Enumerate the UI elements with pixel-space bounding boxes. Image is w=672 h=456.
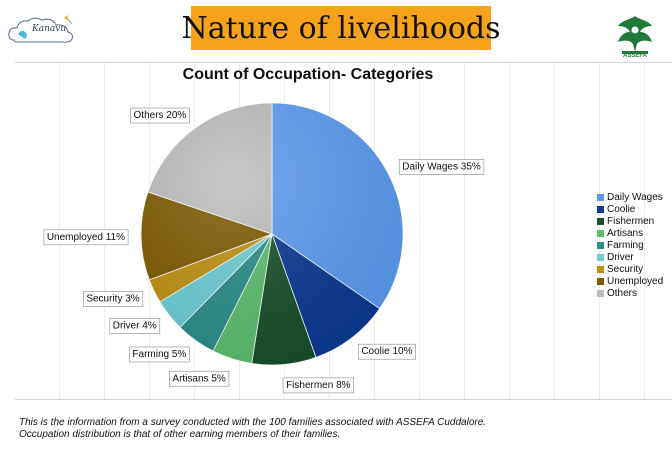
legend-item-farming: Farming (597, 239, 663, 251)
legend-label-farming: Farming (607, 239, 644, 251)
slice-label-text-fishermen: Fishermen 8% (286, 380, 351, 391)
page-title-banner: Nature of livelihoods (182, 6, 501, 50)
page-title: Nature of livelihoods (181, 10, 501, 46)
slice-label-artisans: Artisans 5% (169, 370, 230, 387)
legend-swatch-driver (597, 254, 604, 262)
slice-label-text-daily-wages: Daily Wages 35% (402, 161, 481, 172)
slice-label-daily-wages: Daily Wages 35% (398, 158, 485, 175)
slice-label-driver: Driver 4% (109, 318, 161, 334)
legend-item-fishermen: Fishermen (597, 215, 663, 227)
slice-label-text-driver: Driver 4% (113, 321, 157, 332)
kanavu-cloud-icon (8, 15, 73, 43)
footnote-line-1: This is the information from a survey co… (19, 417, 487, 428)
slice-label-farming: Farming 5% (129, 346, 190, 363)
slice-label-text-coolie: Coolie 10% (361, 346, 412, 357)
chart-title: Count of Occupation- Categories (182, 66, 434, 83)
legend-swatch-daily-wages (597, 193, 604, 201)
legend-swatch-security (597, 266, 604, 274)
legend-swatch-others (597, 290, 604, 298)
legend-swatch-artisans (597, 229, 604, 237)
assefa-emblem-icon (618, 16, 652, 54)
legend-label-artisans: Artisans (607, 227, 644, 239)
legend-label-coolie: Coolie (607, 203, 636, 215)
slice-label-security: Security 3% (82, 291, 144, 307)
slice-label-box-fishermen (282, 377, 354, 394)
legend-swatch-unemployed (597, 278, 604, 286)
slice-label-text-security: Security 3% (86, 294, 139, 305)
legend-item-coolie: Coolie (597, 203, 663, 215)
legend-item-others: Others (597, 288, 663, 300)
legend-label-security: Security (607, 264, 644, 276)
kanavu-logo-text: Kanavu (32, 24, 67, 34)
legend-swatch-fishermen (597, 217, 604, 225)
assefa-logo: ASSEFA (610, 10, 660, 62)
slice-label-box-artisans (169, 370, 230, 387)
slice-label-others: Others 20% (130, 107, 190, 124)
slice-label-text-unemployed: Unemployed 11% (47, 232, 125, 243)
slice-label-coolie: Coolie 10% (357, 343, 416, 360)
chart-legend: Daily Wages Coolie Fishermen Artisans Farmin… (597, 191, 663, 300)
legend-label-fishermen: Fishermen (607, 215, 655, 227)
legend-item-artisans: Artisans (597, 227, 663, 239)
legend-label-driver: Driver (607, 252, 634, 264)
slice-label-unemployed: Unemployed 11% (43, 229, 129, 246)
legend-swatch-coolie (597, 205, 604, 213)
legend-label-others: Others (607, 288, 638, 300)
assefa-logo-text: ASSEFA (622, 53, 647, 59)
footnote-line-2: Occupation distribution is that of other… (19, 429, 341, 440)
legend-label-unemployed: Unemployed (607, 276, 664, 288)
legend-item-driver: Driver (597, 251, 663, 263)
slice-label-box-unemployed (43, 229, 129, 246)
legend-swatch-farming (597, 241, 604, 249)
footnote: This is the information from a survey co… (19, 417, 659, 441)
slice-label-text-farming: Farming 5% (132, 349, 186, 360)
slice-label-text-others: Others 20% (134, 110, 187, 121)
slice-label-text-artisans: Artisans 5% (172, 373, 225, 384)
legend-label-daily-wages: Daily Wages (607, 191, 663, 203)
slice-label-fishermen: Fishermen 8% (282, 377, 354, 394)
legend-item-security: Security (597, 264, 663, 276)
kanavu-logo: Kanavu (6, 12, 78, 48)
legend-item-daily-wages: Daily Wages (597, 191, 663, 203)
legend-item-unemployed: Unemployed (597, 276, 663, 288)
